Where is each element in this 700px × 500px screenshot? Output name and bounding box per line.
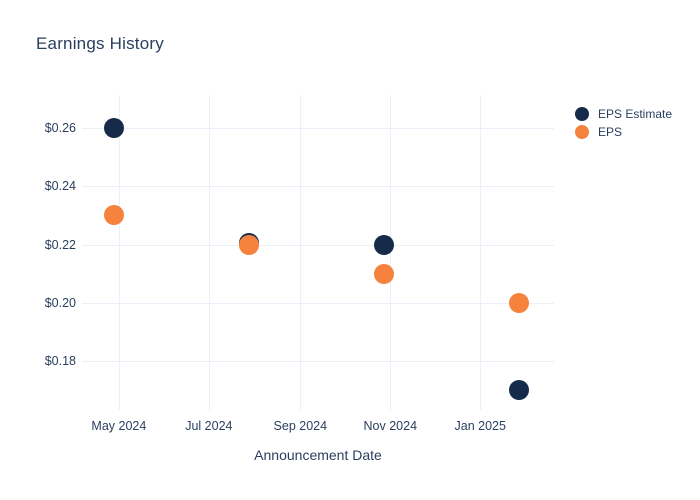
- y-tick-label: $0.24: [44, 179, 76, 194]
- marker-eps-estimate[interactable]: [104, 117, 125, 138]
- marker-eps[interactable]: [508, 292, 529, 313]
- legend-label-eps-estimate: EPS Estimate: [598, 107, 673, 121]
- legend-marker-eps-estimate-icon: [575, 107, 589, 121]
- legend-item-eps-estimate[interactable]: EPS Estimate: [572, 105, 672, 123]
- x-gridline: [208, 95, 210, 410]
- chart-title: Earnings History: [36, 34, 164, 53]
- y-gridline: [82, 186, 554, 188]
- y-tick-label: $0.18: [44, 354, 76, 369]
- marker-eps[interactable]: [374, 263, 395, 284]
- y-tick-label: $0.20: [44, 295, 76, 310]
- y-gridline: [82, 244, 554, 246]
- x-axis-title: Announcement Date: [254, 447, 382, 463]
- y-gridline: [82, 361, 554, 363]
- x-tick-label: Jul 2024: [185, 419, 233, 433]
- x-tick-label: Jan 2025: [454, 419, 506, 433]
- y-gridline: [82, 302, 554, 304]
- y-tick-label: $0.22: [44, 237, 76, 252]
- x-tick-label: Sep 2024: [273, 419, 328, 433]
- x-gridline: [118, 95, 120, 410]
- x-gridline: [480, 95, 482, 410]
- x-tick-label: Nov 2024: [363, 419, 418, 433]
- legend-marker-eps-icon: [575, 125, 589, 139]
- x-gridline: [390, 95, 392, 410]
- marker-eps-estimate[interactable]: [374, 234, 395, 255]
- marker-eps-estimate[interactable]: [508, 380, 529, 401]
- y-gridline: [82, 127, 554, 129]
- legend-label-eps: EPS: [598, 125, 623, 139]
- legend: EPS Estimate EPS: [572, 105, 672, 141]
- marker-eps[interactable]: [238, 234, 259, 255]
- plot-area: [82, 95, 554, 410]
- x-tick-label: May 2024: [91, 419, 147, 433]
- marker-eps[interactable]: [104, 205, 125, 226]
- legend-item-eps[interactable]: EPS: [572, 123, 672, 141]
- x-gridline: [300, 95, 302, 410]
- y-tick-label: $0.26: [44, 120, 76, 135]
